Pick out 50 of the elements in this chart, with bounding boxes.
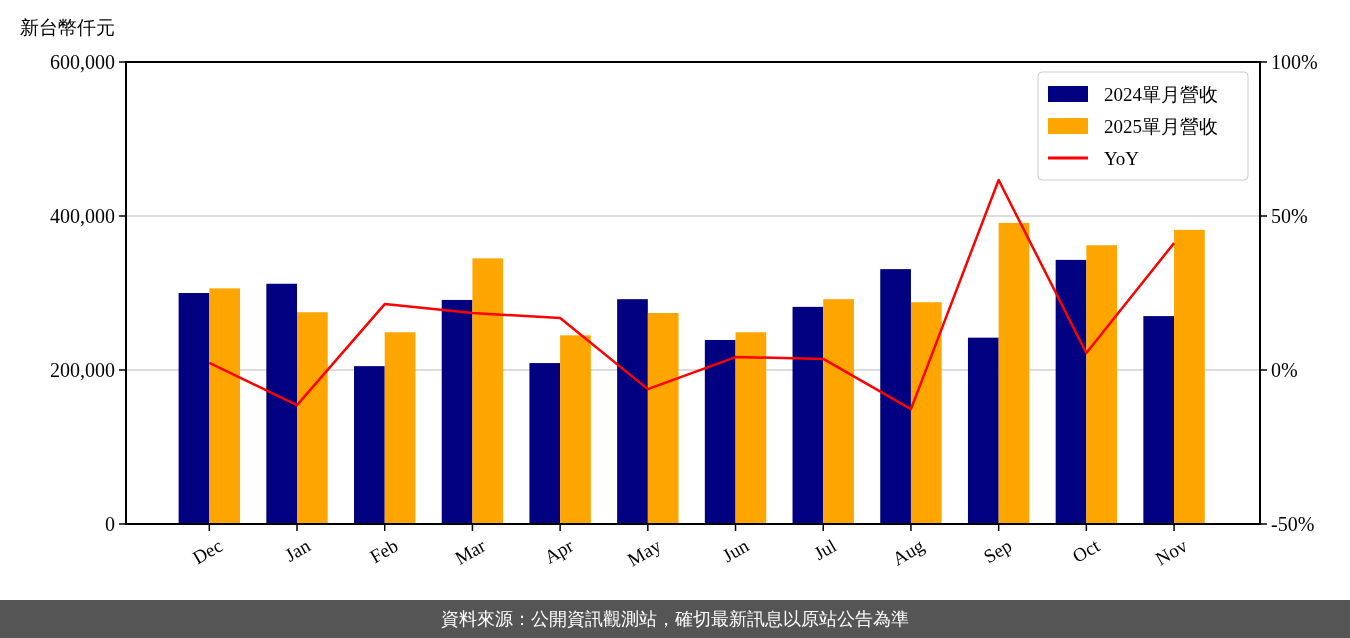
- x-tick-label: Oct: [1068, 534, 1104, 567]
- bar: [823, 299, 854, 524]
- x-tick-label: Mar: [451, 534, 490, 569]
- bar: [1174, 229, 1205, 524]
- bar: [472, 258, 504, 524]
- x-tick-label: May: [623, 534, 665, 571]
- y-tick-label: 200,000: [50, 359, 115, 381]
- bar: [560, 335, 591, 524]
- legend-label: 2024單月營收: [1104, 83, 1218, 105]
- bar: [792, 306, 824, 524]
- y-tick-label: 0: [105, 513, 115, 535]
- bar: [647, 313, 679, 524]
- x-tick-label: Feb: [366, 534, 402, 568]
- x-tick-label: Jun: [718, 534, 753, 567]
- bar: [209, 288, 241, 524]
- bar: [354, 366, 385, 524]
- source-note: 資料來源：公開資訊觀測站，確切最新訊息以原站公告為準: [441, 608, 909, 630]
- bar: [998, 222, 1030, 524]
- bar: [735, 332, 767, 524]
- bar: [297, 312, 328, 524]
- y2-tick-label: 0%: [1271, 359, 1298, 381]
- x-tick-label: Sep: [980, 534, 1016, 568]
- legend-label: 2025單月營收: [1104, 115, 1218, 137]
- legend-label: YoY: [1104, 147, 1140, 169]
- bar: [441, 299, 473, 524]
- bar: [1055, 259, 1087, 524]
- bar: [178, 293, 210, 524]
- bar: [1143, 316, 1175, 524]
- x-tick-label: Dec: [188, 534, 226, 569]
- y2-tick-label: 50%: [1271, 205, 1308, 227]
- bar: [266, 283, 298, 524]
- bar: [384, 332, 416, 524]
- bar: [880, 269, 911, 524]
- bar: [910, 302, 942, 524]
- x-tick-label: Apr: [540, 534, 578, 568]
- bar: [617, 299, 648, 524]
- x-tick-label: Jan: [281, 534, 315, 566]
- bar: [529, 363, 561, 524]
- y2-tick-label: -50%: [1271, 513, 1315, 535]
- y-tick-label: 600,000: [50, 51, 115, 73]
- line-series: [208, 178, 1176, 411]
- y-axis-title: 新台幣仟元: [20, 16, 115, 38]
- x-tick-label: Jul: [810, 534, 840, 565]
- x-tick-label: Nov: [1151, 534, 1192, 570]
- x-tick-label: Aug: [888, 534, 929, 570]
- y2-tick-label: 100%: [1271, 51, 1318, 73]
- bar: [704, 339, 736, 524]
- bar: [1086, 245, 1118, 524]
- y-tick-label: 400,000: [50, 205, 115, 227]
- bar: [967, 337, 999, 524]
